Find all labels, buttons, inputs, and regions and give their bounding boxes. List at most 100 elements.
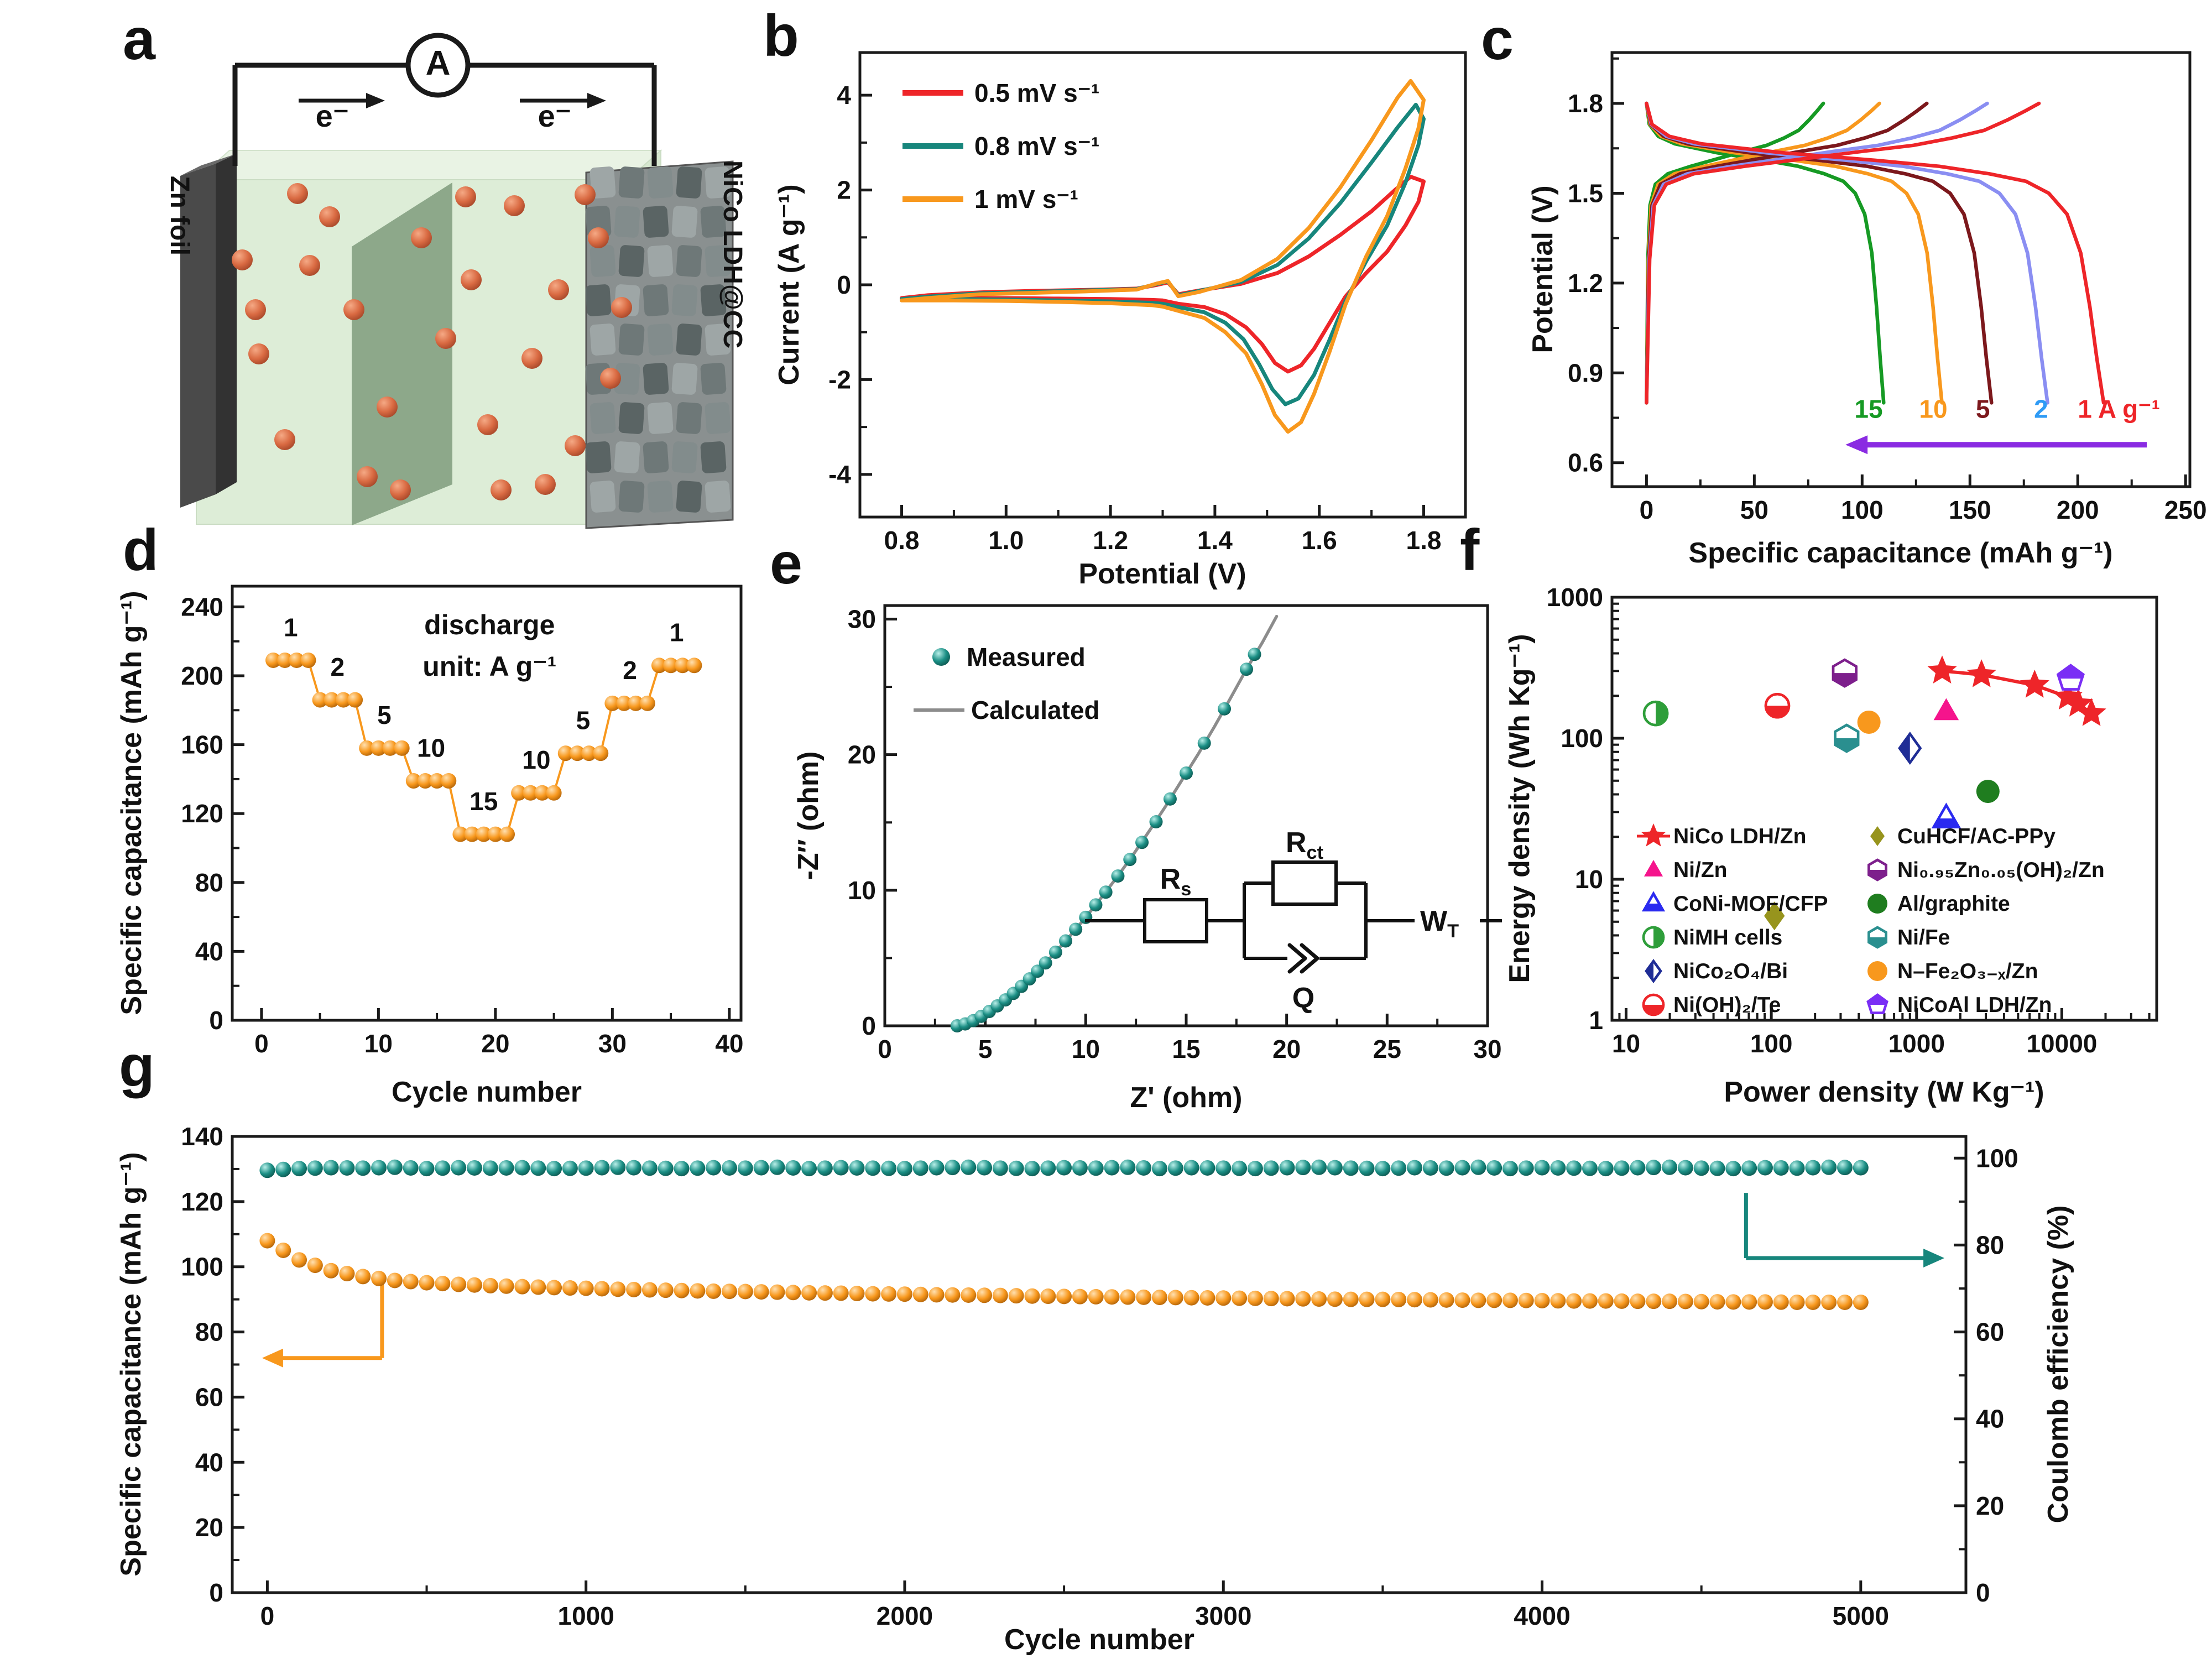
resistor-Rs [1143,898,1208,943]
data-point [419,1161,435,1177]
zn-ion [461,269,482,290]
data-point [1295,1160,1311,1176]
y-tick-label: 1 [1589,1006,1603,1035]
data-point [769,1284,785,1300]
panel-letter-d: d [123,518,159,583]
legend-label: 0.5 mV s⁻¹ [974,79,1099,107]
data-point [323,1262,339,1279]
rate-label: 1 A g⁻¹ [2078,394,2160,423]
y-tick-label: 20 [848,740,876,769]
zn-ion [575,184,596,205]
data-point [1327,1160,1343,1176]
marker [2077,698,2106,726]
legend-label: Ni/Zn [1673,858,1727,882]
y-tick-label: 40 [195,1448,223,1477]
data-point [1391,1291,1407,1307]
y-tick-label: 2 [837,176,851,205]
data-point [881,1160,897,1176]
data-point [1438,1160,1454,1176]
zn-ion [357,466,378,487]
data-point [1024,1288,1040,1304]
data-point [476,826,492,842]
y-tick-label: 1.8 [1568,89,1603,118]
rate-label: 5 [1976,394,1990,423]
data-point [435,1160,451,1176]
data-point [610,1281,626,1297]
x-tick-label: 20 [481,1029,509,1058]
data-point [265,652,281,668]
electrode-sheet [614,363,640,395]
data-point [1327,1291,1343,1307]
data-point [1279,1291,1295,1307]
rate-label: 5 [377,701,392,729]
x-tick-label: 1.0 [988,526,1024,555]
data-point [1757,1294,1773,1310]
data-point [1136,1160,1152,1176]
data-point [1359,1160,1375,1176]
data-point [849,1286,865,1302]
data-point [722,1160,738,1176]
electron-flow-right-label: e⁻ [538,98,572,133]
electrode-sheet [647,245,674,277]
circuit-label-Rs: Rs [1160,863,1192,900]
data-point [1197,736,1211,750]
chart-c-axes: 0 50 100 150 200 250 0.6 0.9 1.2 1.5 1.8 [1568,51,2207,524]
data-point [562,1280,578,1296]
axis-title-c-x: Specific capacitance (mAh g⁻¹) [1688,537,2113,569]
electron-flow-left-label: e⁻ [315,98,349,133]
data-point [1199,1160,1215,1176]
schematic-device [180,149,734,529]
data-point [1180,766,1193,780]
data-point [1056,1288,1072,1305]
electrode-sheet [643,363,669,395]
zn-ion [565,435,586,456]
data-point [1486,1292,1503,1308]
data-point [498,1278,514,1294]
data-point [482,1277,498,1293]
electrode-sheet [700,363,727,395]
data-point [686,658,702,674]
chart-b-series [900,79,1426,434]
y-tick-label: 4 [837,81,851,109]
data-point [1199,1290,1215,1306]
separator [352,182,452,525]
rate-label: 2 [2034,394,2048,423]
zn-ion [274,429,295,450]
data-point [961,1287,977,1303]
data-point [487,826,503,842]
rate-label: 10 [1919,394,1947,423]
rate-label: 10 [522,745,550,774]
electrode-sheet [705,245,731,277]
electrode-sheet [705,402,731,434]
data-point [1163,792,1177,806]
y-tick-label: 20 [195,1513,223,1542]
y-tick-label: 0.9 [1568,358,1603,387]
data-point [1183,1290,1199,1306]
data-point [498,1160,514,1176]
data-point [1407,1160,1423,1176]
data-point [1693,1293,1709,1310]
zn-ion [390,479,411,500]
data-point [339,1266,355,1282]
data-point [641,1282,658,1298]
x-tick-label: 50 [1740,495,1768,524]
data-point [289,652,305,668]
marker [1866,993,1888,1014]
legend-label: NiMH cells [1673,926,1782,950]
data-point [674,1161,690,1177]
data-point [1120,1289,1136,1305]
x-tick-label: 0 [878,1035,892,1063]
x-tick-label: 10 [1072,1035,1100,1063]
electrode-sheet [647,166,674,199]
axis-title-b-x: Potential (V) [1078,558,1246,590]
electrode-sheet [614,206,640,238]
data-point [722,1284,738,1300]
data-point [562,1160,578,1176]
y-tick-label: 10 [1575,865,1603,894]
electrode-sheet [700,284,727,316]
zn-foil-side [216,154,237,494]
data-point [1151,1161,1167,1177]
y-tick-label: 0 [837,270,851,299]
data-point [1151,1290,1167,1306]
data-point [1789,1160,1805,1176]
